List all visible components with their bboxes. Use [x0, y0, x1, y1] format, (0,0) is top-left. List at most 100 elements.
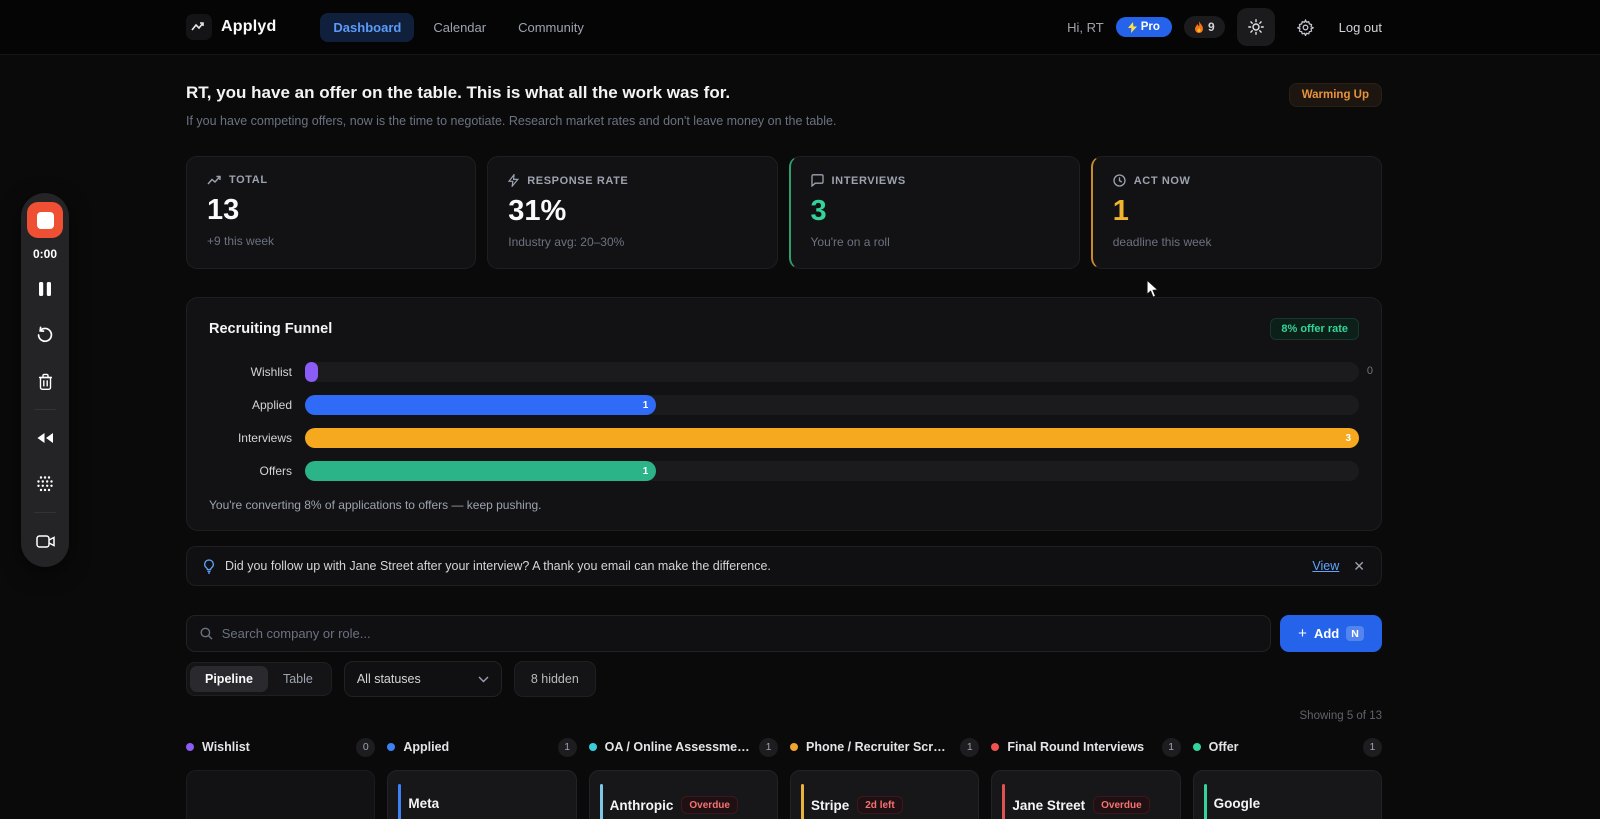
column-dot: [387, 743, 396, 751]
theme-toggle-button[interactable]: [1236, 8, 1275, 46]
card-accent-bar: [1002, 784, 1006, 819]
app-logo-icon: [186, 14, 212, 40]
pipeline-board: Wishlist 0 Applied 1 Meta OA / Online As: [186, 736, 1382, 819]
delete-recording-button[interactable]: [27, 363, 63, 399]
stats-row: TOTAL 13 +9 this week RESPONSE RATE 31% …: [186, 156, 1382, 269]
search-input[interactable]: [221, 626, 1257, 641]
column-dot: [186, 743, 194, 751]
view-toggle-table[interactable]: Table: [282, 672, 313, 686]
stat-value: 13: [207, 194, 240, 226]
tip-banner: Did you follow up with Jane Street after…: [186, 546, 1382, 586]
funnel-title: Recruiting Funnel: [209, 321, 333, 337]
job-card-jane-street[interactable]: Jane Street Overdue: [991, 770, 1181, 819]
funnel-value: 0: [1366, 365, 1373, 377]
empty-card-slot: [186, 770, 376, 819]
column-dot: [789, 743, 798, 751]
user-greeting: Hi, RT: [1067, 19, 1104, 35]
job-card-anthropic[interactable]: Anthropic Overdue: [588, 770, 778, 819]
stat-subtext: Industry avg: 20–30%: [508, 235, 625, 249]
funnel-footnote: You're converting 8% of applications to …: [209, 498, 542, 512]
column-name: OA / Online Assessme…: [604, 740, 750, 754]
lightning-icon: [1127, 21, 1137, 33]
top-navbar: Applyd Dashboard Calendar Community Hi, …: [0, 0, 1600, 55]
toolbar-divider: [34, 512, 56, 513]
chevron-down-icon: [478, 676, 489, 683]
stat-value: 31%: [508, 195, 567, 227]
restart-button[interactable]: [27, 317, 63, 353]
flame-icon: [1194, 20, 1203, 33]
pro-badge[interactable]: Pro: [1115, 17, 1172, 37]
funnel-value: 1: [642, 465, 649, 477]
gear-icon: [1297, 18, 1315, 36]
effects-button[interactable]: [27, 466, 63, 502]
pause-button[interactable]: [27, 271, 63, 307]
job-card-google[interactable]: Google: [1192, 770, 1382, 819]
stat-card-response-rate: RESPONSE RATE 31% Industry avg: 20–30%: [487, 156, 778, 269]
rewind-icon: [37, 433, 53, 443]
column-count: 0: [356, 737, 376, 757]
search-icon: [200, 627, 213, 640]
search-box[interactable]: [186, 615, 1271, 652]
nav-dashboard[interactable]: Dashboard: [320, 12, 415, 42]
plus-icon: +: [1298, 625, 1307, 642]
sun-icon: [1247, 19, 1264, 35]
column-count: 1: [1362, 737, 1382, 757]
nav-calendar[interactable]: Calendar: [433, 19, 487, 35]
column-name: Applied: [403, 740, 450, 754]
column-count: 1: [1161, 737, 1181, 757]
funnel-row-wishlist: Wishlist 0: [209, 362, 1373, 382]
view-toggle: Pipeline Table: [186, 662, 332, 696]
clock-icon: [1113, 174, 1126, 187]
column-wishlist: Wishlist 0: [186, 736, 376, 819]
offer-rate-badge: 8% offer rate: [1270, 318, 1359, 340]
funnel-row-interviews: Interviews 3: [209, 428, 1359, 448]
card-accent-bar: [398, 784, 402, 819]
column-oa: OA / Online Assessme… 1 Anthropic Overdu…: [588, 736, 778, 819]
stat-card-act-now: ACT NOW 1 deadline this week: [1090, 156, 1382, 269]
job-card-stripe[interactable]: Stripe 2d left: [789, 770, 980, 819]
column-phone-screen: Phone / Recruiter Scr… 1 Stripe 2d left: [789, 736, 980, 819]
streak-badge[interactable]: 9: [1183, 16, 1225, 38]
main-nav: Dashboard Calendar Community: [320, 12, 596, 42]
add-button[interactable]: + Add N: [1280, 615, 1382, 652]
nav-community[interactable]: Community: [518, 19, 584, 35]
deadline-badge: Overdue: [1093, 796, 1150, 814]
hidden-count-button[interactable]: 8 hidden: [513, 661, 596, 697]
job-card-meta[interactable]: Meta: [387, 770, 577, 819]
card-accent-bar: [800, 784, 804, 819]
dot-grid-icon: [37, 476, 53, 492]
page-subtitle: If you have competing offers, now is the…: [186, 114, 837, 128]
view-toggle-pipeline[interactable]: Pipeline: [190, 666, 268, 692]
status-filter-select[interactable]: All statuses: [343, 661, 502, 697]
deadline-badge: Overdue: [681, 796, 738, 814]
funnel-row-applied: Applied 1: [209, 395, 1359, 415]
stat-card-interviews: INTERVIEWS 3 You're on a roll: [788, 156, 1080, 269]
camera-button[interactable]: [27, 523, 63, 559]
column-dot: [588, 743, 597, 751]
tip-view-link[interactable]: View: [1312, 559, 1340, 573]
column-dot: [991, 743, 1000, 751]
shortcut-badge: N: [1346, 626, 1364, 641]
funnel-bar-interviews: 3: [305, 428, 1359, 448]
company-name: Stripe: [810, 797, 850, 813]
stat-card-total: TOTAL 13 +9 this week: [186, 156, 477, 269]
stat-subtext: deadline this week: [1112, 235, 1212, 249]
company-name: Jane Street: [1012, 797, 1086, 813]
stop-recording-button[interactable]: [27, 202, 63, 238]
company-name: Anthropic: [609, 797, 674, 813]
funnel-value: 1: [642, 399, 649, 411]
stat-value: 3: [810, 195, 827, 227]
tip-text: Did you follow up with Jane Street after…: [225, 559, 771, 573]
logout-button[interactable]: Log out: [1338, 19, 1382, 35]
settings-button[interactable]: [1287, 8, 1325, 46]
zap-icon: [508, 174, 520, 187]
card-accent-bar: [1203, 784, 1207, 819]
column-count: 1: [758, 737, 778, 757]
column-count: 1: [960, 737, 980, 757]
toolbar-divider: [34, 409, 56, 410]
close-icon[interactable]: ✕: [1353, 557, 1365, 574]
company-name: Google: [1213, 796, 1261, 811]
column-offer: Offer 1 Google: [1192, 736, 1382, 819]
rewind-button[interactable]: [27, 420, 63, 456]
deadline-badge: 2d left: [857, 796, 903, 814]
